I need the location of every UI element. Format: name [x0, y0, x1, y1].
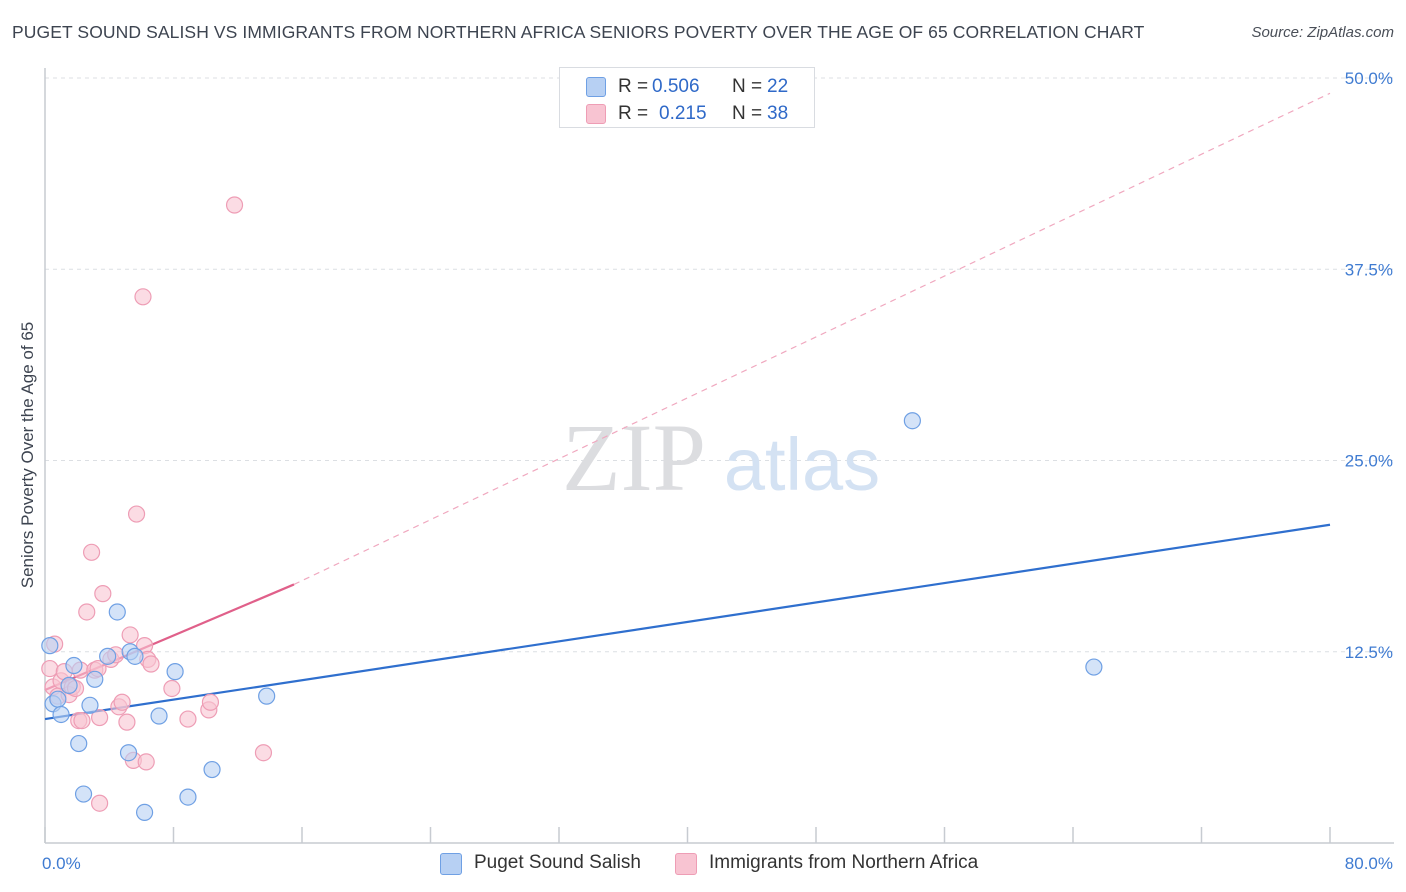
point-series2	[121, 626, 139, 644]
point-series2	[254, 744, 273, 762]
legend-swatch-series1	[586, 77, 606, 97]
point-series2	[94, 585, 112, 603]
point-series2	[163, 679, 181, 698]
point-series2	[225, 196, 244, 214]
point-series1	[99, 647, 117, 665]
y-tick-label: 12.5%	[1345, 643, 1393, 662]
point-series2	[73, 711, 91, 730]
legend-n-value-series1: 22	[767, 76, 789, 97]
point-series1	[150, 707, 168, 725]
series-legend: Puget Sound Salish Immigrants from North…	[0, 851, 1406, 877]
point-series1	[166, 663, 184, 681]
y-tick-label: 50.0%	[1345, 69, 1393, 88]
point-series1	[65, 656, 83, 675]
correlation-legend: R = 0.506 N = 22 R = 0.215 N = 38	[559, 67, 815, 128]
point-series1	[86, 670, 104, 688]
legend-r-label: R =	[618, 76, 649, 97]
legend-swatch-series2	[675, 853, 697, 875]
x-tick-label-min: 0.0%	[42, 854, 81, 873]
y-tick-label: 25.0%	[1345, 452, 1393, 471]
legend-r-value-series1: 0.506	[652, 76, 700, 97]
point-series2	[118, 713, 136, 731]
point-series1	[41, 637, 59, 655]
point-series2	[127, 505, 146, 523]
point-series1	[203, 760, 221, 779]
point-series2	[137, 753, 155, 771]
gridlines	[45, 77, 1394, 653]
y-axis-label: Seniors Poverty Over the Age of 65	[18, 321, 37, 589]
point-series2	[179, 710, 197, 728]
point-series1	[52, 705, 70, 724]
source-label: Source: ZipAtlas.com	[1251, 24, 1394, 41]
legend-label-series1: Puget Sound Salish	[474, 852, 641, 873]
axes	[44, 68, 1394, 844]
point-series2	[201, 693, 220, 711]
point-series1	[74, 785, 93, 803]
point-series1	[60, 676, 78, 695]
legend-n-label: N =	[732, 103, 763, 124]
legend-n-value-series2: 38	[767, 103, 789, 124]
legend-swatch-series1	[440, 853, 462, 875]
point-series1	[903, 412, 921, 430]
point-series1	[258, 687, 276, 705]
legend-r-label: R =	[618, 103, 649, 124]
point-series1	[81, 696, 99, 714]
point-series1	[1085, 658, 1103, 676]
point-series1	[49, 690, 67, 708]
point-series2	[82, 543, 101, 561]
point-series2	[91, 708, 109, 727]
point-series2	[113, 693, 131, 711]
tick-labels: 12.5% 25.0% 37.5% 50.0% 0.0% 80.0%	[42, 69, 1393, 873]
point-series2	[91, 794, 109, 812]
trend-line-series1	[44, 523, 1331, 721]
point-series1	[179, 788, 197, 806]
chart-title: PUGET SOUND SALISH VS IMMIGRANTS FROM NO…	[12, 22, 1145, 42]
legend-label-series2: Immigrants from Northern Africa	[709, 852, 979, 873]
trend-line-series2-extension	[293, 92, 1331, 585]
legend-n-label: N =	[732, 76, 763, 97]
y-tick-label: 37.5%	[1345, 260, 1393, 279]
point-series1	[135, 803, 154, 822]
x-tick-label-max: 80.0%	[1345, 854, 1393, 873]
point-series1	[126, 647, 144, 665]
legend-r-value-series2: 0.215	[659, 103, 707, 124]
point-series2	[134, 288, 152, 306]
point-series1	[70, 734, 88, 753]
watermark-zip: ZIP	[562, 404, 706, 511]
point-series2	[78, 603, 96, 621]
point-series2	[142, 655, 160, 673]
point-series1	[108, 603, 126, 621]
point-series2	[41, 659, 59, 678]
point-series1	[119, 744, 138, 762]
data-points	[41, 196, 1103, 822]
legend-swatch-series2	[586, 104, 606, 124]
watermark: ZIP atlas	[562, 404, 880, 511]
watermark-atlas: atlas	[724, 423, 880, 506]
